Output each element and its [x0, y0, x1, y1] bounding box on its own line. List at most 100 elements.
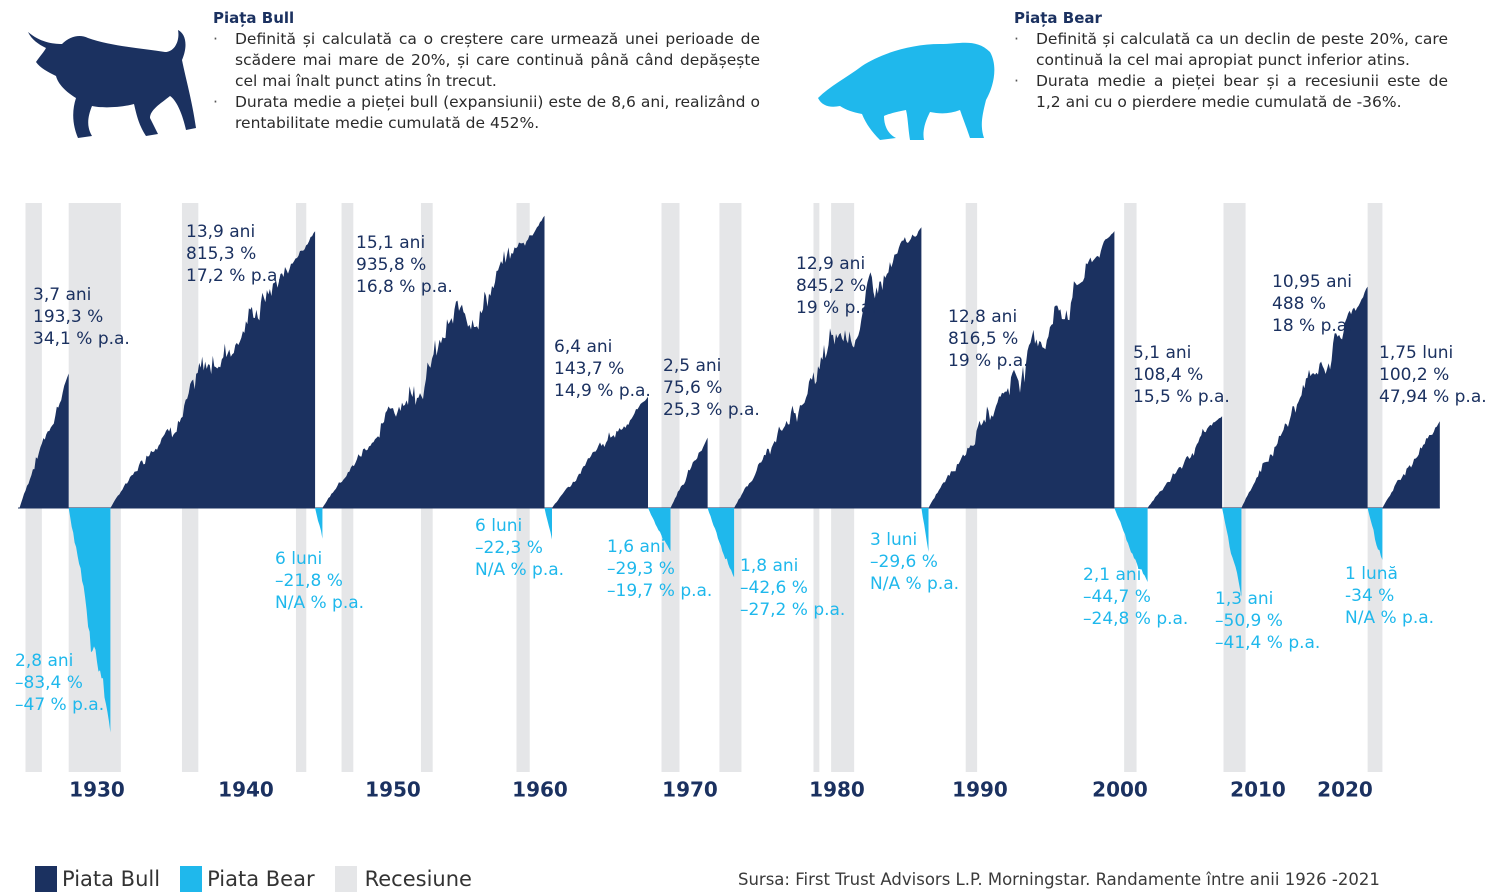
- x-tick-label: 2020: [1317, 778, 1373, 802]
- period-annual: 34,1 % p.a.: [33, 329, 130, 349]
- period-duration: 1 lună: [1345, 564, 1398, 584]
- bull-panel: Piața Bull Definită și calculată ca o cr…: [213, 9, 760, 134]
- period-annual: N/A % p.a.: [275, 593, 364, 613]
- legend-swatch: [180, 866, 202, 892]
- period-annual: 25,3 % p.a.: [663, 400, 760, 420]
- period-return: –29,3 %: [607, 559, 675, 579]
- period-duration: 10,95 ani: [1272, 272, 1352, 292]
- bullet-list: Definită și calculată ca o creștere care…: [213, 29, 760, 134]
- period-annual: 19 % p.a.: [948, 351, 1029, 371]
- period-annual: N/A % p.a.: [1345, 608, 1434, 628]
- period-duration: 3 luni: [870, 530, 917, 550]
- period-return: 108,4 %: [1133, 365, 1203, 385]
- x-tick-label: 1950: [365, 778, 421, 802]
- period-annual: –27,2 % p.a.: [740, 600, 845, 620]
- x-tick-label: 1940: [218, 778, 274, 802]
- x-tick-label: 2000: [1092, 778, 1148, 802]
- bear-panel: Piața Bear Definită și calculată ca un d…: [1014, 9, 1448, 113]
- legend-item: Piata Bull: [35, 866, 160, 892]
- period-annual: 19 % p.a.: [796, 298, 877, 318]
- x-tick-label: 1970: [662, 778, 718, 802]
- legend: Piata Bull Piata Bear Recesiune: [35, 866, 492, 892]
- period-annual: –41,4 % p.a.: [1215, 633, 1320, 653]
- panel-title: Piața Bull: [213, 9, 760, 27]
- period-return: 75,6 %: [663, 378, 722, 398]
- period-duration: 1,8 ani: [740, 556, 798, 576]
- period-return: –83,4 %: [15, 673, 83, 693]
- x-tick-label: 1930: [69, 778, 125, 802]
- legend-swatch: [335, 866, 357, 892]
- period-return: 100,2 %: [1379, 365, 1449, 385]
- period-duration: 2,8 ani: [15, 651, 73, 671]
- period-annual: –47 % p.a.: [15, 695, 104, 715]
- period-duration: 6 luni: [275, 549, 322, 569]
- period-annual: N/A % p.a.: [870, 574, 959, 594]
- bullet: Definită și calculată ca o creștere care…: [213, 29, 760, 92]
- period-annual: 17,2 % p.a.: [186, 266, 283, 286]
- period-duration: 6 luni: [475, 516, 522, 536]
- recession-band: [719, 203, 741, 772]
- bullet-list: Definită și calculată ca un declin de pe…: [1014, 29, 1448, 113]
- period-duration: 6,4 ani: [554, 337, 612, 357]
- bull-area: [1148, 416, 1223, 508]
- recession-band: [1224, 203, 1246, 772]
- bullet: Durata medie a pieței bull (expansiunii)…: [213, 92, 760, 134]
- x-tick-label: 1990: [952, 778, 1008, 802]
- period-return: –50,9 %: [1215, 611, 1283, 631]
- recession-band: [662, 203, 680, 772]
- period-return: 143,7 %: [554, 359, 624, 379]
- period-duration: 15,1 ani: [356, 233, 425, 253]
- period-return: 845,2 %: [796, 276, 866, 296]
- period-return: –42,6 %: [740, 578, 808, 598]
- bullet: Definită și calculată ca un declin de pe…: [1014, 29, 1448, 71]
- period-return: 193,3 %: [33, 307, 103, 327]
- period-duration: 1,75 luni: [1379, 343, 1453, 363]
- period-duration: 12,8 ani: [948, 307, 1017, 327]
- page: Piața Bull / Piața Bear {"header": { "bu…: [0, 0, 1487, 892]
- bear-area: [315, 508, 322, 539]
- period-return: -34 %: [1345, 586, 1394, 606]
- x-tick-label: 1980: [809, 778, 865, 802]
- period-return: –44,7 %: [1083, 587, 1151, 607]
- bullet: Durata medie a pieței bear și a recesiun…: [1014, 71, 1448, 113]
- legend-label: Recesiune: [365, 867, 472, 891]
- period-annual: 14,9 % p.a.: [554, 381, 651, 401]
- legend-label: Piata Bull: [62, 867, 160, 891]
- bull-area: [1382, 421, 1439, 508]
- period-annual: –19,7 % p.a.: [607, 581, 712, 601]
- period-return: 815,3 %: [186, 244, 256, 264]
- legend-item: Recesiune: [335, 866, 472, 892]
- period-annual: –24,8 % p.a.: [1083, 609, 1188, 629]
- period-duration: 1,6 ani: [607, 537, 665, 557]
- source-note: Sursa: First Trust Advisors L.P. Morning…: [738, 870, 1380, 889]
- legend-label: Piata Bear: [207, 867, 315, 891]
- period-duration: 1,3 ani: [1215, 589, 1273, 609]
- period-duration: 12,9 ani: [796, 254, 865, 274]
- period-duration: 2,1 ani: [1083, 565, 1141, 585]
- period-return: –21,8 %: [275, 571, 343, 591]
- legend-swatch: [35, 866, 57, 892]
- legend-item: Piata Bear: [180, 866, 315, 892]
- bear-area: [921, 508, 928, 552]
- period-return: –22,3 %: [475, 538, 543, 558]
- panel-title: Piața Bear: [1014, 9, 1448, 27]
- period-annual: 47,94 % p.a.: [1379, 387, 1487, 407]
- recession-band: [1368, 203, 1383, 772]
- page-body: 3,7 ani193,3 %34,1 % p.a.13,9 ani815,3 %…: [0, 0, 1487, 892]
- period-annual: 18 % p.a.: [1272, 316, 1353, 336]
- period-return: –29,6 %: [870, 552, 938, 572]
- recession-band: [1124, 203, 1136, 772]
- period-return: 816,5 %: [948, 329, 1018, 349]
- bull-area: [552, 397, 648, 508]
- bear-icon: [818, 43, 994, 140]
- period-duration: 2,5 ani: [663, 356, 721, 376]
- period-duration: 3,7 ani: [33, 285, 91, 305]
- period-duration: 5,1 ani: [1133, 343, 1191, 363]
- bull-icon: [28, 30, 196, 138]
- x-tick-label: 2010: [1230, 778, 1286, 802]
- period-annual: N/A % p.a.: [475, 560, 564, 580]
- period-annual: 16,8 % p.a.: [356, 277, 453, 297]
- bear-area: [545, 508, 553, 540]
- x-tick-label: 1960: [512, 778, 568, 802]
